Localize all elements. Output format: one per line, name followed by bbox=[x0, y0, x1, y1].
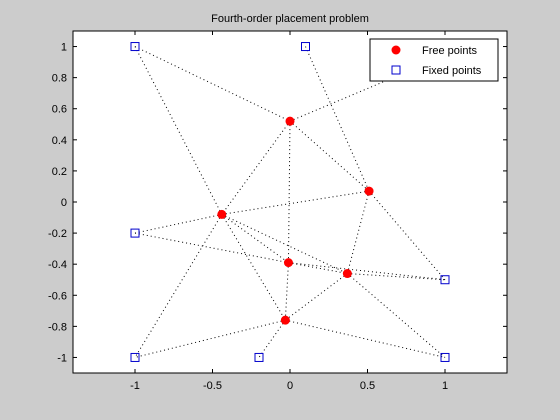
link-line bbox=[347, 273, 446, 358]
free-point-marker bbox=[364, 186, 374, 196]
y-tick-label: 0.4 bbox=[52, 135, 67, 147]
y-tick-label: -0.4 bbox=[48, 259, 67, 271]
y-tick-label: 0.2 bbox=[52, 166, 67, 178]
chart-title: Fourth-order placement problem bbox=[211, 13, 369, 25]
legend-box bbox=[369, 38, 499, 82]
link-line bbox=[221, 120, 291, 215]
x-tick-label: -1 bbox=[130, 380, 140, 392]
fixed-point-marker bbox=[254, 352, 264, 362]
link-line bbox=[134, 46, 291, 122]
link-line bbox=[347, 273, 446, 281]
x-tick-label: -0.5 bbox=[203, 380, 222, 392]
fixed-point-marker bbox=[130, 42, 140, 52]
fixed-point-marker bbox=[440, 352, 450, 362]
link-line bbox=[285, 273, 348, 321]
free-point-marker bbox=[280, 315, 290, 325]
axis-ticks: -1 -0.5 0 0.5 1 1 0.8 0.6 0.4 0.2 0 -0.2 -0.4 -0.6 -0.… bbox=[48, 31, 507, 392]
free-point-marker bbox=[217, 209, 227, 219]
link-line bbox=[289, 120, 370, 192]
link-line bbox=[221, 190, 370, 215]
link-line bbox=[285, 319, 446, 358]
x-tick-label: 1 bbox=[442, 380, 448, 392]
free-point-marker bbox=[342, 269, 352, 279]
free-point-marker bbox=[283, 258, 293, 268]
link-line bbox=[284, 262, 289, 321]
link-line bbox=[221, 214, 286, 321]
legend: Free points Fixed points bbox=[369, 38, 499, 82]
axes-box bbox=[72, 30, 508, 374]
fixed-point-marker bbox=[301, 42, 310, 52]
x-tick-label: 0.5 bbox=[360, 380, 375, 392]
y-tick-label: 0 bbox=[61, 197, 67, 209]
legend-marker-fixed bbox=[391, 65, 401, 75]
y-tick-label: 0.8 bbox=[52, 73, 67, 85]
legend-label-free: Free points bbox=[422, 45, 478, 57]
y-tick-label: -0.2 bbox=[48, 228, 67, 240]
data-markers bbox=[130, 42, 450, 362]
link-line bbox=[134, 213, 222, 234]
fixed-point-marker bbox=[440, 275, 450, 285]
y-tick-label: 1 bbox=[61, 42, 67, 54]
y-tick-label: -1 bbox=[57, 352, 67, 364]
link-line bbox=[221, 214, 289, 264]
legend-label-fixed: Fixed points bbox=[422, 65, 482, 77]
fixed-point-marker bbox=[130, 228, 140, 238]
free-point-marker bbox=[285, 116, 295, 126]
y-tick-label: 0.6 bbox=[52, 104, 67, 116]
x-tick-label: 0 bbox=[287, 380, 293, 392]
fixed-point-marker bbox=[130, 352, 140, 362]
y-tick-label: -0.6 bbox=[48, 290, 67, 302]
legend-marker-free bbox=[391, 45, 401, 55]
y-tick-label: -0.8 bbox=[48, 321, 67, 333]
